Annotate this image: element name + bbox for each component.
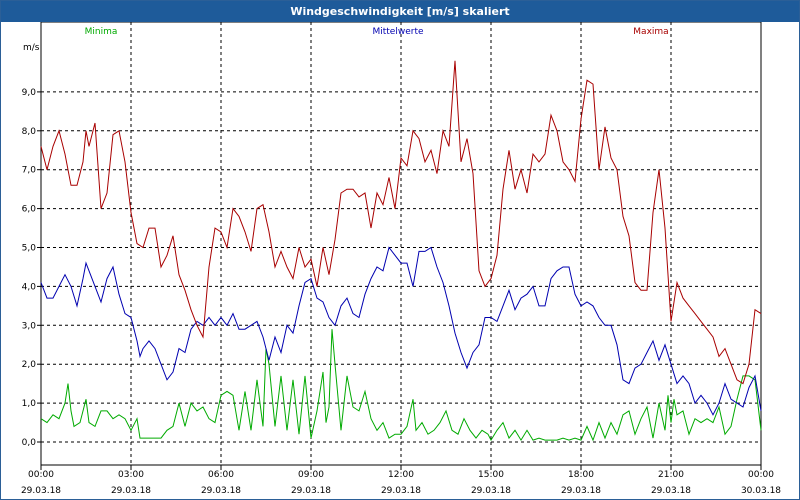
y-tick-label: 0,0 bbox=[22, 438, 37, 448]
y-tick-label: 1,0 bbox=[22, 399, 37, 409]
x-tick-time: 00:00 bbox=[28, 470, 54, 480]
wind-speed-chart: 0,0 1,0 2,0 3,0 4,0 5,0 6,0 7,0 8,0 9,0 m/s 00:00 29… bbox=[21, 22, 781, 496]
x-tick-date: 29.03.18 bbox=[381, 486, 421, 496]
x-tick-time: 12:00 bbox=[388, 470, 414, 480]
x-tick-date: 29.03.18 bbox=[651, 486, 691, 496]
x-tick-date: 29.03.18 bbox=[471, 486, 511, 496]
x-tick-date: 29.03.18 bbox=[201, 486, 241, 496]
x-tick-time: 21:00 bbox=[658, 470, 684, 480]
series-line-minima bbox=[40, 329, 762, 442]
series-line-mittelwerte bbox=[40, 246, 762, 416]
y-tick-label: 9,0 bbox=[22, 88, 37, 98]
legend-minima: Minima bbox=[85, 27, 118, 37]
legend-maxima: Maxima bbox=[633, 27, 668, 37]
y-tick-label: 6,0 bbox=[22, 205, 37, 215]
y-tick-label: 5,0 bbox=[22, 244, 37, 254]
y-tick-label: 4,0 bbox=[22, 282, 37, 292]
x-tick-date: 30.03.18 bbox=[741, 486, 781, 496]
y-tick-label: 3,0 bbox=[22, 321, 37, 331]
legend-mittelwerte: Mittelwerte bbox=[372, 27, 423, 37]
y-tick-label: 8,0 bbox=[22, 127, 37, 137]
x-tick-time: 09:00 bbox=[298, 470, 324, 480]
x-tick-time: 00:00 bbox=[748, 470, 774, 480]
chart-title: Windgeschwindigkeit [m/s] skaliert bbox=[1, 1, 799, 22]
x-tick-date: 29.03.18 bbox=[291, 486, 331, 496]
series-line-maxima bbox=[40, 60, 762, 385]
x-tick-date: 29.03.18 bbox=[561, 486, 601, 496]
x-tick-date: 29.03.18 bbox=[111, 486, 151, 496]
x-tick-date: 29.03.18 bbox=[21, 486, 61, 496]
x-tick-time: 18:00 bbox=[568, 470, 594, 480]
y-tick-label: 7,0 bbox=[22, 166, 37, 176]
x-tick-time: 15:00 bbox=[478, 470, 504, 480]
x-tick-time: 06:00 bbox=[208, 470, 234, 480]
x-tick-time: 03:00 bbox=[118, 470, 144, 480]
y-tick-label: 2,0 bbox=[22, 360, 37, 370]
y-axis-label: m/s bbox=[23, 43, 40, 53]
